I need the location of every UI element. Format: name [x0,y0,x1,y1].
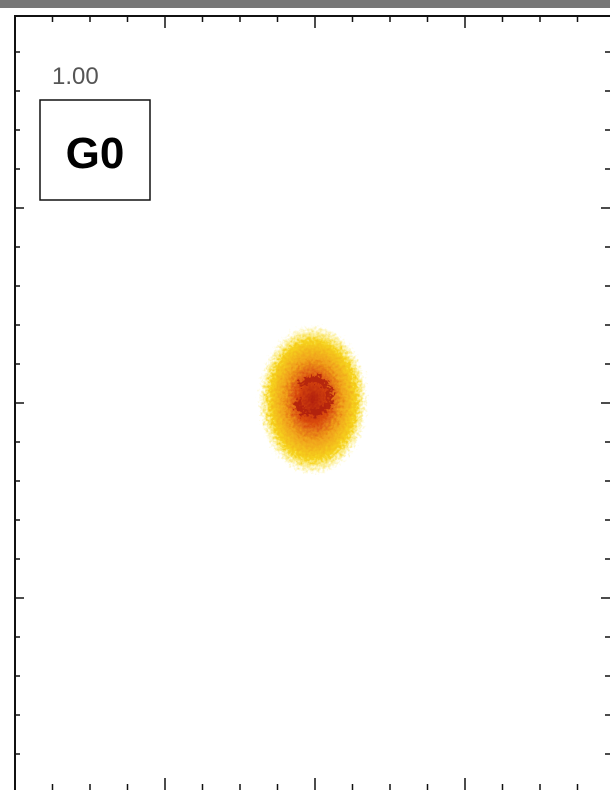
galaxy [259,326,367,474]
panel-label: G0 [66,129,125,178]
snapshot-panel: 1.00 G0 [0,0,610,790]
galaxy-disk [259,326,367,474]
top-strip [0,0,610,8]
page: {"time_label": "1.00", "panel_label": "G… [0,0,610,790]
time-label: 1.00 [52,63,99,90]
